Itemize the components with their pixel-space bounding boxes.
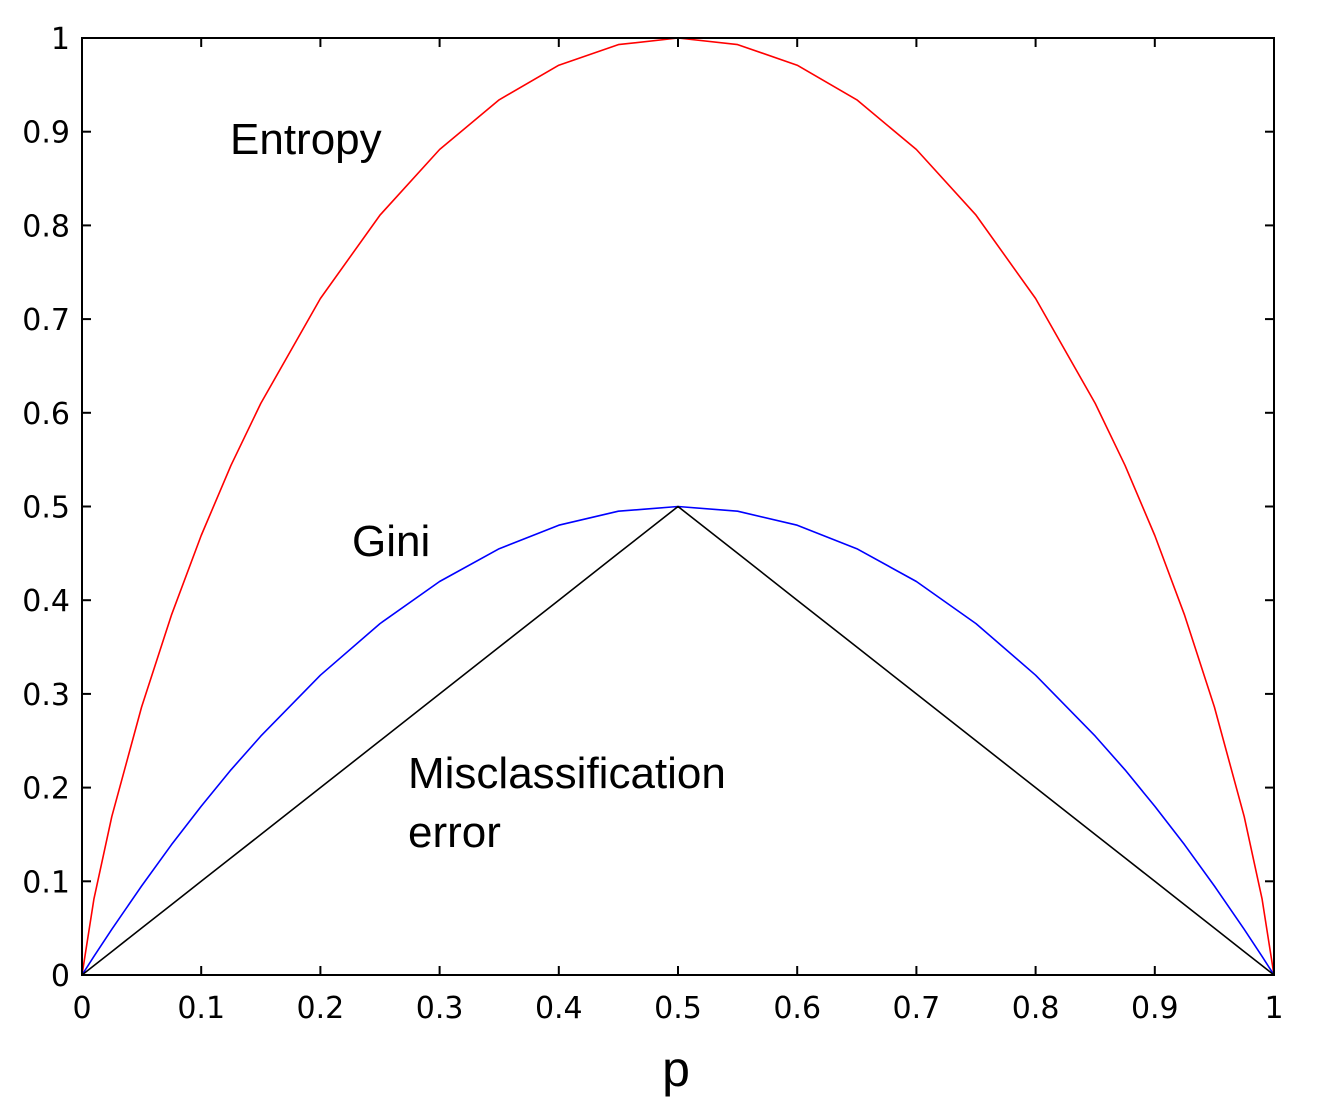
series-layer (81, 37, 1275, 976)
x-tick-label: 0.3 (416, 991, 464, 1026)
y-tick-label: 0.1 (22, 865, 70, 900)
series-line-gini (81, 505, 1275, 976)
plot-frame (81, 37, 1275, 976)
y-tick-label: 0.7 (22, 303, 70, 338)
x-tick-label: 0.8 (1012, 991, 1060, 1026)
annotation-misclassification-line1: Misclassification (408, 749, 726, 798)
annotation-entropy: Entropy (230, 115, 382, 164)
x-tick-label: 0.4 (535, 991, 583, 1026)
y-tick-labels: 0 0.1 0.2 0.3 0.4 0.5 0.6 0.7 0.8 0.9 1 (22, 22, 70, 994)
x-axis-label: p (662, 1041, 690, 1097)
y-tick-label: 1 (51, 22, 70, 57)
y-tick-label: 0.8 (22, 209, 70, 244)
x-tick-label: 0.9 (1131, 991, 1179, 1026)
annotation-misclassification-line2: error (408, 808, 501, 857)
y-tick-label: 0.6 (22, 397, 70, 432)
y-tick-label: 0 (51, 959, 70, 994)
x-tick-label: 0 (72, 991, 91, 1026)
y-tick-label: 0.2 (22, 772, 70, 807)
x-tick-label: 0.5 (654, 991, 702, 1026)
annotation-gini: Gini (352, 517, 430, 566)
x-tick-label: 1 (1264, 991, 1283, 1026)
y-tick-label: 0.4 (22, 584, 70, 619)
y-tick-label: 0.5 (22, 491, 70, 526)
series-line-misclassification-error (81, 505, 1275, 976)
y-tick-label: 0.9 (22, 116, 70, 151)
x-tick-labels: 0 0.1 0.2 0.3 0.4 0.5 0.6 0.7 0.8 0.9 1 (72, 991, 1283, 1026)
y-tick-label: 0.3 (22, 678, 70, 713)
x-tick-label: 0.7 (893, 991, 941, 1026)
x-tick-label: 0.1 (177, 991, 225, 1026)
x-tick-label: 0.6 (773, 991, 821, 1026)
x-tick-label: 0.2 (297, 991, 345, 1026)
